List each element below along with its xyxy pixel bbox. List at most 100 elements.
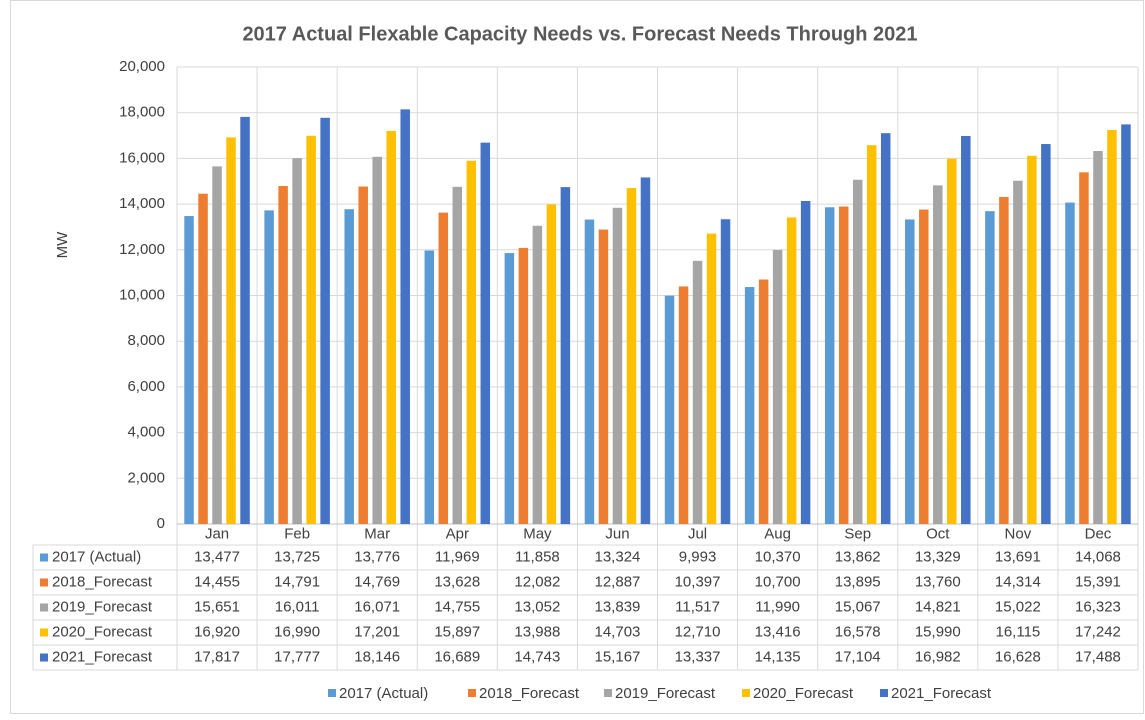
bar [1079, 172, 1089, 524]
bar [800, 201, 811, 524]
bar [504, 253, 515, 525]
table-cell: 13,477 [194, 548, 240, 565]
x-tick-label: Jun [605, 525, 629, 542]
table-cell: 17,242 [1075, 623, 1121, 640]
y-axis-label: MW [54, 231, 71, 258]
table-cell: 9,993 [679, 548, 717, 565]
bar [584, 219, 595, 524]
table-cell: 13,416 [755, 623, 801, 640]
bar [320, 117, 330, 525]
table-cell: 11,990 [755, 598, 800, 615]
table-cell: 16,990 [274, 623, 320, 640]
table-cell: 16,578 [835, 623, 881, 640]
row-header: 2019_Forecast [52, 598, 153, 615]
table-cell: 16,982 [915, 648, 961, 665]
legend-key [40, 553, 48, 562]
table-cell: 16,920 [194, 623, 240, 640]
table-cell: 13,337 [675, 648, 721, 665]
bar [386, 130, 396, 524]
table-cell: 17,488 [1075, 648, 1121, 665]
legend-label: 2019_Forecast [615, 685, 716, 702]
table-cell: 13,988 [514, 623, 560, 640]
table-cell: 13,839 [595, 598, 641, 615]
table-cell: 18,146 [354, 648, 400, 665]
bar [838, 206, 849, 524]
bar [1121, 124, 1131, 524]
y-tick-label: 8,000 [127, 332, 165, 349]
x-tick-label: Aug [764, 525, 791, 542]
y-tick-label: 0 [157, 515, 165, 532]
bar [226, 137, 236, 525]
table-cell: 14,769 [354, 573, 400, 590]
row-header: 2020_Forecast [52, 623, 153, 640]
bar [720, 219, 731, 524]
bar [786, 217, 797, 524]
table-cell: 13,776 [354, 548, 400, 565]
legend-key [40, 603, 48, 612]
table-cell: 15,067 [835, 598, 881, 615]
bar [706, 233, 717, 524]
table-cell: 15,391 [1075, 573, 1121, 590]
table-cell: 17,817 [194, 648, 240, 665]
y-tick-label: 18,000 [119, 104, 165, 121]
table-cell: 11,858 [515, 548, 560, 565]
bar [306, 135, 316, 524]
bar [744, 287, 755, 524]
bar [466, 160, 477, 525]
bar [985, 211, 995, 524]
y-tick-label: 4,000 [127, 424, 165, 441]
table-cell: 16,689 [434, 648, 480, 665]
legend-key [468, 689, 476, 697]
table-cell: 14,791 [274, 573, 320, 590]
row-header: 2018_Forecast [52, 573, 153, 590]
table-cell: 14,743 [514, 648, 560, 665]
bar [264, 210, 274, 525]
table-cell: 15,897 [434, 623, 480, 640]
bar [518, 247, 529, 524]
bar [961, 135, 971, 524]
table-cell: 17,104 [835, 648, 881, 665]
table-cell: 16,323 [1075, 598, 1121, 615]
bar [278, 186, 288, 525]
table-cell: 13,895 [835, 573, 881, 590]
table-cell: 14,068 [1075, 548, 1121, 565]
y-tick-label: 14,000 [119, 195, 165, 212]
x-tick-label: Oct [926, 525, 950, 542]
bar [480, 142, 491, 524]
table-cell: 14,314 [995, 573, 1041, 590]
bar [626, 188, 637, 525]
bar [400, 109, 410, 525]
bar [758, 279, 769, 524]
table-cell: 12,887 [595, 573, 641, 590]
bar [1107, 130, 1117, 524]
table-cell: 10,397 [675, 573, 721, 590]
bar [212, 166, 222, 525]
table-cell: 17,201 [354, 623, 400, 640]
table-cell: 13,862 [835, 548, 881, 565]
bar [344, 209, 354, 525]
bar [1013, 180, 1023, 524]
bar [905, 219, 915, 524]
bar [546, 204, 557, 524]
bar [240, 116, 250, 524]
bar [824, 207, 835, 524]
bar [438, 212, 449, 524]
legend-key [742, 689, 750, 697]
bar [358, 186, 368, 524]
legend-key [40, 628, 48, 637]
table-cell: 12,710 [675, 623, 721, 640]
table-cell: 13,725 [274, 548, 320, 565]
x-tick-label: Sep [844, 525, 871, 542]
bar [866, 145, 877, 525]
row-header: 2017 (Actual) [52, 548, 141, 565]
bar [692, 260, 703, 524]
table-cell: 15,167 [595, 648, 641, 665]
x-tick-label: Mar [364, 525, 390, 542]
bar [1093, 151, 1103, 524]
bar [999, 196, 1009, 524]
bar [452, 186, 463, 524]
bar [612, 207, 623, 524]
legend-label: 2021_Forecast [891, 685, 992, 702]
table-cell: 17,777 [274, 648, 320, 665]
table-cell: 13,628 [434, 573, 480, 590]
